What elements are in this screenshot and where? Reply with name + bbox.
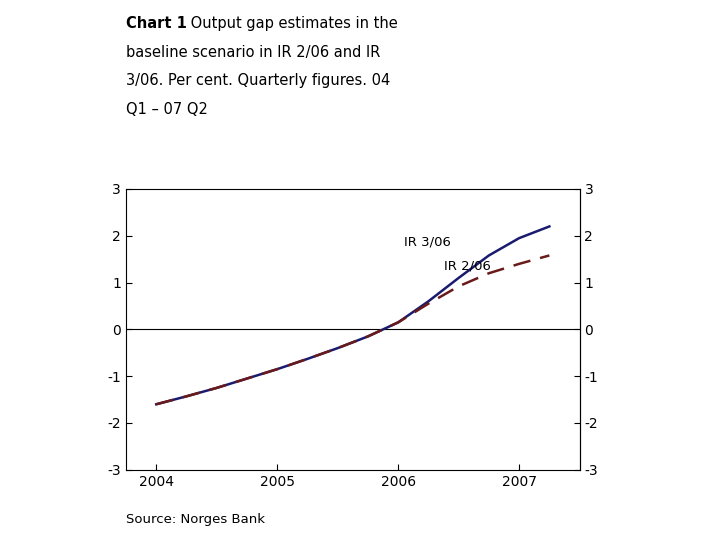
Text: baseline scenario in IR 2/06 and IR: baseline scenario in IR 2/06 and IR: [126, 45, 380, 60]
Text: 3/06. Per cent. Quarterly figures. 04: 3/06. Per cent. Quarterly figures. 04: [126, 73, 390, 89]
Text: IR 2/06: IR 2/06: [444, 259, 491, 272]
Text: Q1 – 07 Q2: Q1 – 07 Q2: [126, 102, 208, 117]
Text: Source: Norges Bank: Source: Norges Bank: [126, 514, 265, 526]
Text: Chart 1: Chart 1: [126, 16, 187, 31]
Text: IR 3/06: IR 3/06: [404, 236, 451, 249]
Text: Output gap estimates in the: Output gap estimates in the: [186, 16, 397, 31]
